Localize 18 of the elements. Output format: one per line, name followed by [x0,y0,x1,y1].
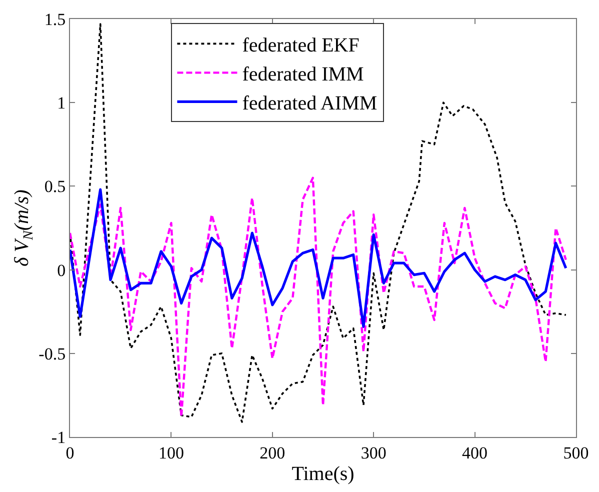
x-tick-label: 400 [462,443,488,462]
legend-label: federated AIMM [242,92,378,114]
y-tick-label: -0.5 [38,344,66,364]
y-tick-label: 0 [57,260,66,280]
x-tick-label: 500 [563,443,589,462]
x-tick-label: 200 [260,443,286,462]
legend-label: federated EKF [242,34,360,56]
x-axis-title: Time(s) [292,462,354,485]
x-tick-label: 100 [158,443,184,462]
x-tick-label: 300 [360,443,386,462]
y-tick-label: 0.5 [44,177,66,196]
y-tick-label: 1 [57,94,66,113]
y-tick-label: -1 [51,428,66,447]
line-series [70,188,568,328]
y-tick-label: 1.5 [44,10,66,29]
line-series [70,176,567,418]
line-series [70,23,567,423]
legend-label: federated IMM [242,63,364,86]
